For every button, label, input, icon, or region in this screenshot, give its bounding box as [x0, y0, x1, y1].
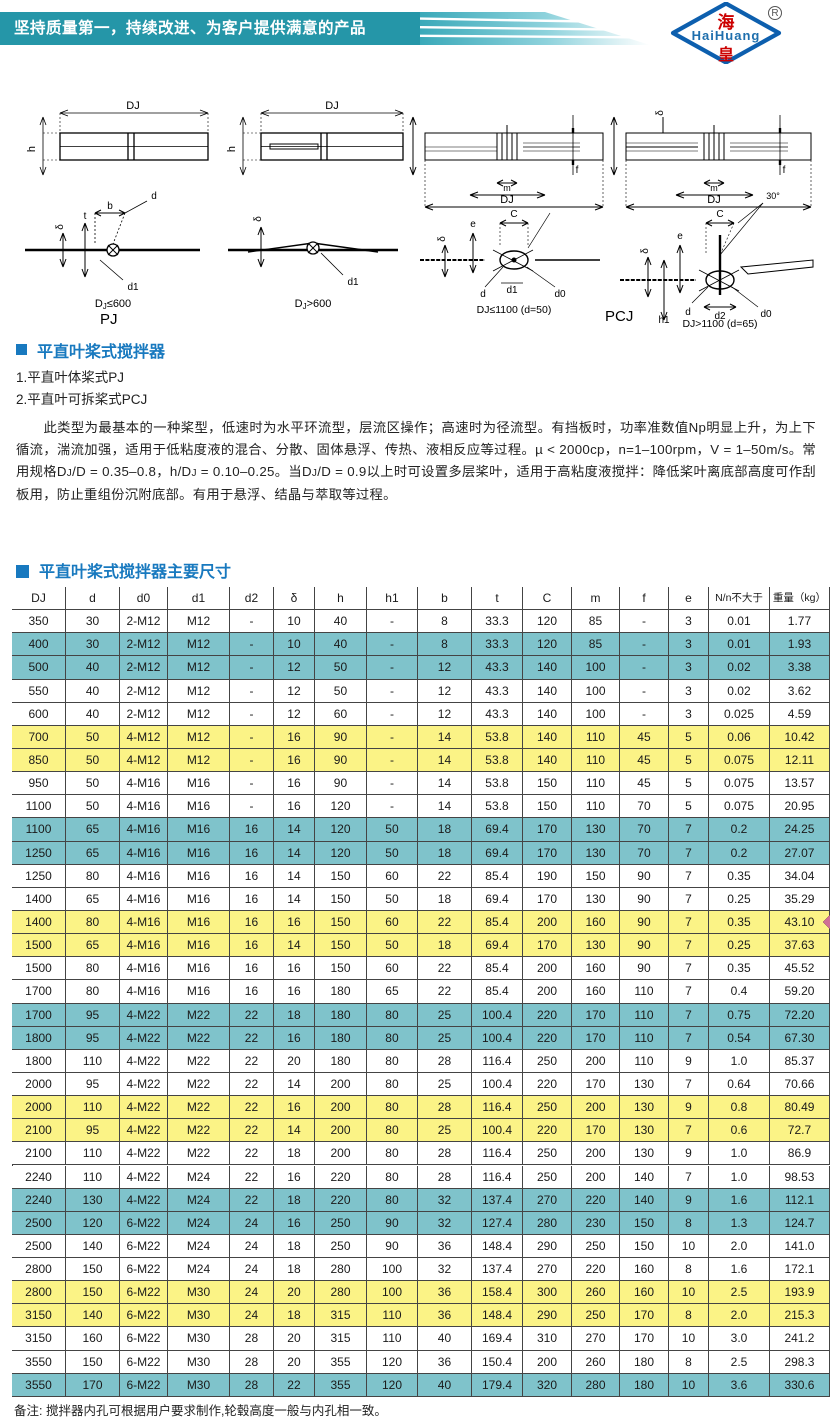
- svg-text:δ: δ: [55, 224, 66, 230]
- svg-text:d1: d1: [506, 285, 518, 296]
- svg-text:C: C: [716, 209, 723, 220]
- svg-text:d1: d1: [127, 282, 139, 293]
- svg-text:t: t: [84, 211, 87, 222]
- svg-text:f: f: [783, 165, 786, 176]
- svg-text:d1: d1: [347, 277, 359, 288]
- svg-text:h: h: [226, 146, 238, 152]
- svg-text:C: C: [510, 209, 517, 220]
- svg-text:d: d: [151, 191, 157, 202]
- svg-text:f: f: [576, 165, 579, 176]
- svg-text:DJ>600: DJ>600: [295, 298, 332, 311]
- svg-text:δ: δ: [253, 216, 264, 222]
- svg-text:δ: δ: [640, 248, 651, 254]
- svg-text:h: h: [26, 146, 38, 152]
- svg-text:DJ: DJ: [707, 194, 720, 206]
- svg-text:δ: δ: [437, 236, 448, 242]
- svg-text:DJ≤1100 (d=50): DJ≤1100 (d=50): [477, 304, 552, 316]
- svg-text:d: d: [480, 289, 486, 300]
- svg-text:m: m: [710, 183, 718, 193]
- svg-text:d: d: [685, 307, 691, 318]
- svg-text:DJ: DJ: [500, 194, 513, 206]
- svg-text:m: m: [503, 183, 511, 193]
- svg-text:e: e: [470, 219, 476, 230]
- svg-text:30°: 30°: [766, 191, 780, 201]
- svg-text:h1: h1: [658, 315, 670, 326]
- svg-text:DJ≤600: DJ≤600: [95, 298, 131, 311]
- svg-text:d0: d0: [760, 309, 772, 320]
- svg-text:e: e: [677, 231, 683, 242]
- svg-text:d0: d0: [554, 289, 566, 300]
- svg-text:DJ: DJ: [325, 100, 338, 112]
- svg-text:DJ: DJ: [126, 100, 139, 112]
- svg-text:DJ>1100 (d=65): DJ>1100 (d=65): [682, 318, 757, 330]
- svg-text:δ: δ: [655, 110, 666, 116]
- svg-text:b: b: [107, 201, 113, 212]
